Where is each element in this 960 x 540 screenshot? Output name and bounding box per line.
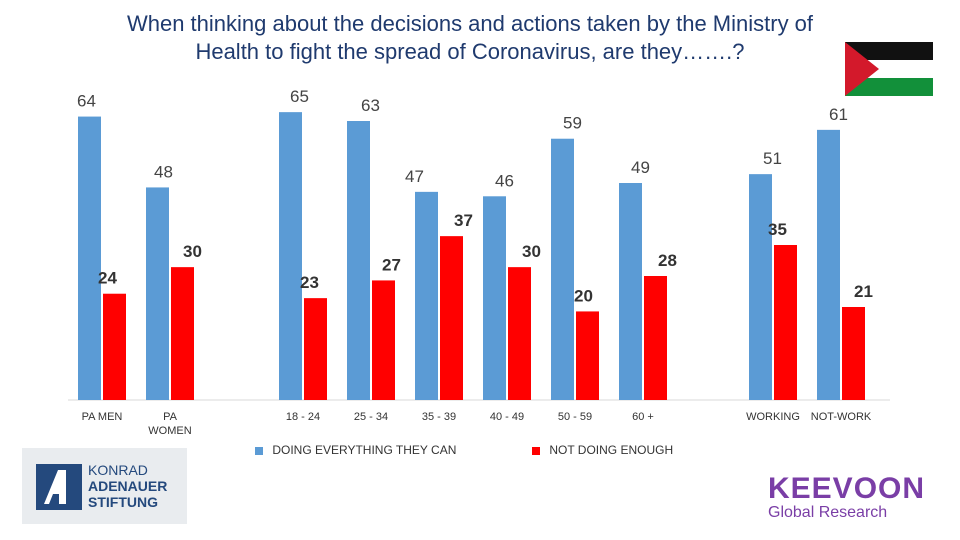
data-label-doing-4: 47	[405, 167, 424, 186]
data-label-not-doing-1: 30	[183, 242, 202, 261]
bar-not-doing-5	[508, 267, 531, 400]
legend-label-not-doing: NOT DOING ENOUGH	[549, 443, 674, 457]
data-label-not-doing-8: 35	[768, 220, 787, 239]
bar-doing-7	[619, 183, 642, 400]
data-label-not-doing-6: 20	[574, 286, 593, 305]
data-label-doing-5: 46	[495, 171, 514, 190]
bar-doing-8	[749, 174, 772, 400]
x-tick-label-2: 18 - 24	[286, 411, 320, 423]
kas-line2: ADENAUER	[88, 478, 168, 494]
bar-doing-9	[817, 129, 840, 400]
x-tick-label-6: 50 - 59	[558, 411, 592, 423]
x-tick-label-1: PA	[163, 411, 178, 423]
bar-doing-6	[551, 138, 574, 400]
x-tick-label-3: 25 - 34	[354, 411, 388, 423]
data-label-not-doing-5: 30	[522, 242, 541, 261]
chart-title-line2: Health to fight the spread of Coronaviru…	[195, 39, 745, 64]
bar-doing-3	[347, 121, 370, 400]
x-tick-label-9: NOT-WORK	[811, 411, 872, 423]
data-label-not-doing-2: 23	[300, 273, 319, 292]
data-label-doing-7: 49	[631, 158, 650, 177]
data-label-not-doing-3: 27	[382, 255, 401, 274]
data-label-doing-0: 64	[77, 92, 96, 111]
kas-line3: STIFTUNG	[88, 494, 158, 510]
legend-label-doing: DOING EVERYTHING THEY CAN	[272, 443, 457, 457]
x-tick-label-8: WORKING	[746, 411, 800, 423]
kas-logo: KONRAD ADENAUER STIFTUNG	[22, 448, 187, 524]
bar-not-doing-3	[372, 280, 395, 400]
bar-doing-0	[78, 116, 101, 401]
bar-not-doing-8	[774, 245, 797, 400]
bar-not-doing-0	[103, 293, 126, 400]
x-tick-label-0: PA MEN	[82, 411, 123, 423]
bar-not-doing-1	[171, 267, 194, 400]
keevoon-name: KEEVOON	[768, 472, 926, 505]
data-label-not-doing-0: 24	[98, 269, 117, 288]
keevoon-logo: KEEVOON Global Research	[768, 474, 938, 524]
bar-not-doing-9	[842, 307, 865, 400]
kas-line1: KONRAD	[88, 462, 148, 478]
data-label-doing-9: 61	[829, 105, 848, 124]
data-label-not-doing-7: 28	[658, 251, 677, 270]
legend-swatch-not-doing	[532, 446, 540, 455]
bar-doing-5	[483, 196, 506, 400]
x-tick-label-1-2: WOMEN	[148, 425, 191, 437]
bar-doing-4	[415, 191, 438, 400]
data-label-doing-8: 51	[763, 149, 782, 168]
bar-not-doing-7	[644, 276, 667, 400]
legend-item-doing: DOING EVERYTHING THEY CAN	[255, 443, 456, 457]
kas-mark-icon	[36, 464, 82, 510]
x-tick-label-4: 35 - 39	[422, 411, 456, 423]
legend-item-not-doing: NOT DOING ENOUGH	[532, 443, 673, 457]
data-label-doing-6: 59	[563, 114, 582, 133]
data-label-not-doing-4: 37	[454, 211, 473, 230]
bar-not-doing-6	[576, 311, 599, 400]
keevoon-subtitle: Global Research	[768, 504, 888, 521]
legend-swatch-doing	[255, 446, 263, 455]
bar-not-doing-4	[440, 236, 463, 400]
data-label-doing-3: 63	[361, 96, 380, 115]
data-label-doing-1: 48	[154, 162, 173, 181]
bar-doing-2	[279, 112, 302, 401]
data-label-doing-2: 65	[290, 87, 309, 106]
data-label-not-doing-9: 21	[854, 282, 873, 301]
palestine-flag-icon	[845, 42, 933, 96]
bar-doing-1	[146, 187, 169, 400]
x-tick-label-5: 40 - 49	[490, 411, 524, 423]
chart-title-line1: When thinking about the decisions and ac…	[126, 11, 814, 36]
chart-title: When thinking about the decisions and ac…	[40, 10, 900, 66]
bar-not-doing-2	[304, 298, 327, 400]
x-tick-label-7: 60 +	[632, 411, 654, 423]
